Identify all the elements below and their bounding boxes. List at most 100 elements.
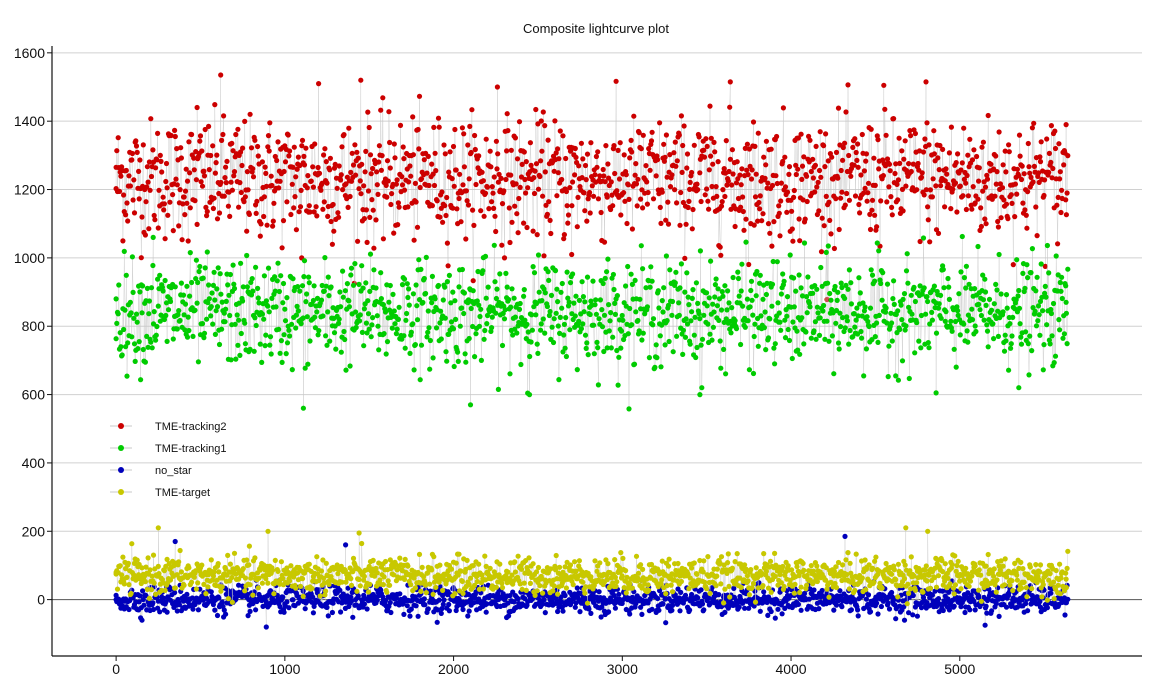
data-point — [629, 149, 635, 155]
data-point — [343, 181, 349, 187]
data-point — [255, 143, 261, 150]
data-point — [606, 328, 612, 334]
data-point — [234, 312, 240, 318]
data-point — [493, 138, 499, 144]
data-point — [461, 131, 467, 137]
data-point — [446, 272, 452, 278]
data-point — [451, 363, 457, 370]
data-point — [521, 293, 527, 299]
data-point — [460, 606, 466, 613]
data-point — [408, 329, 414, 335]
data-point — [547, 217, 553, 223]
data-point — [1063, 197, 1069, 203]
data-point — [798, 131, 804, 137]
data-point — [732, 318, 738, 324]
data-point — [532, 592, 538, 599]
data-point — [1025, 275, 1031, 281]
data-point — [168, 132, 174, 139]
data-point — [145, 179, 151, 185]
data-point — [892, 170, 898, 177]
data-point — [555, 146, 561, 152]
data-series — [113, 72, 1071, 630]
data-point — [880, 270, 886, 276]
data-point — [811, 328, 817, 334]
data-point — [707, 103, 713, 109]
data-point — [900, 208, 906, 214]
data-point — [560, 133, 566, 139]
data-point — [784, 313, 790, 319]
data-point — [470, 323, 476, 330]
data-point — [1032, 308, 1038, 314]
data-point — [430, 355, 436, 361]
data-point — [1022, 207, 1028, 213]
data-point — [246, 543, 252, 549]
data-point — [914, 320, 920, 326]
data-point — [396, 204, 402, 210]
data-point — [969, 306, 975, 312]
data-point — [350, 614, 356, 620]
data-point — [451, 183, 457, 189]
data-point — [591, 322, 597, 328]
data-point — [136, 339, 142, 345]
data-point — [544, 303, 551, 310]
data-point — [467, 402, 474, 408]
data-point — [388, 201, 394, 208]
data-point — [825, 280, 831, 286]
data-point — [297, 288, 303, 294]
data-point — [424, 334, 430, 340]
data-point — [223, 164, 229, 170]
data-point — [163, 300, 170, 306]
data-point — [694, 181, 700, 187]
data-point — [699, 336, 706, 342]
data-point — [480, 268, 486, 274]
data-point — [804, 173, 810, 179]
data-point — [527, 353, 533, 360]
data-point — [697, 392, 703, 398]
data-point — [559, 305, 565, 311]
data-point — [489, 325, 495, 331]
data-point — [572, 172, 578, 178]
data-point — [561, 332, 567, 338]
data-point — [1003, 201, 1010, 207]
data-point — [225, 203, 231, 209]
data-point — [708, 135, 714, 141]
data-point — [280, 218, 287, 224]
data-point — [246, 562, 252, 568]
data-point — [341, 132, 347, 138]
data-point — [1024, 225, 1030, 231]
data-point — [818, 264, 824, 271]
data-point — [578, 326, 585, 332]
data-point — [906, 161, 912, 167]
data-point — [895, 308, 901, 314]
data-point — [923, 79, 929, 85]
data-point — [755, 130, 761, 136]
data-point — [1060, 335, 1066, 341]
data-point — [427, 366, 433, 372]
data-point — [297, 204, 304, 210]
data-point — [697, 248, 704, 254]
data-point — [303, 299, 309, 305]
data-point — [750, 370, 757, 377]
data-point — [963, 206, 970, 213]
data-point — [328, 218, 334, 225]
data-point — [418, 588, 424, 595]
data-point — [163, 178, 169, 185]
data-point — [152, 217, 158, 223]
data-point — [701, 154, 708, 160]
data-point — [450, 326, 457, 332]
data-point — [618, 345, 624, 351]
data-point — [716, 592, 722, 598]
data-point — [919, 170, 925, 176]
data-point — [245, 187, 251, 193]
data-point — [163, 160, 170, 167]
data-point — [941, 285, 947, 291]
data-point — [982, 289, 989, 295]
data-point — [394, 326, 400, 332]
data-point — [315, 164, 321, 171]
data-point — [1028, 270, 1034, 276]
data-point — [838, 195, 844, 201]
data-point — [167, 199, 173, 205]
data-point — [358, 191, 364, 197]
data-point — [341, 328, 347, 335]
data-point — [114, 320, 120, 326]
